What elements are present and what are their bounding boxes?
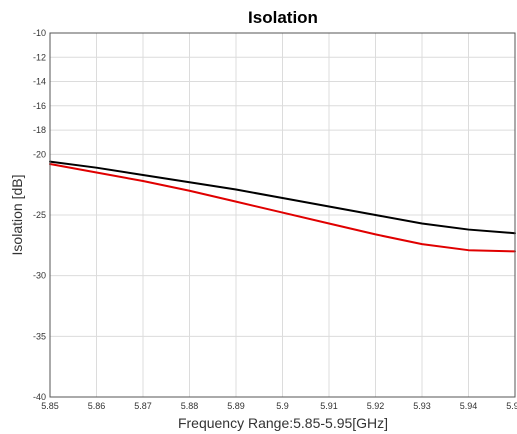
- chart-title: Isolation: [248, 8, 318, 27]
- x-axis-label: Frequency Range:5.85-5.95[GHz]: [178, 415, 388, 431]
- x-tick-label: 5.89: [227, 401, 245, 411]
- x-tick-label: 5.88: [181, 401, 199, 411]
- y-tick-label: -12: [33, 52, 46, 62]
- x-tick-label: 5.86: [88, 401, 106, 411]
- y-tick-label: -14: [33, 77, 46, 87]
- y-tick-label: -20: [33, 149, 46, 159]
- y-tick-label: -16: [33, 101, 46, 111]
- x-tick-label: 5.94: [460, 401, 478, 411]
- x-tick-label: 5.91: [320, 401, 338, 411]
- x-tick-label: 5.9: [276, 401, 289, 411]
- y-tick-label: -10: [33, 28, 46, 38]
- y-tick-label: -30: [33, 271, 46, 281]
- y-tick-label: -35: [33, 331, 46, 341]
- grid-lines: [49, 32, 516, 398]
- y-tick-label: -18: [33, 125, 46, 135]
- tick-labels: 5.85 5.86 5.87 5.88 5.89 5.9 5.91 5.92 5.93 5.94 5…: [33, 28, 517, 411]
- series-line-2: [49, 163, 516, 253]
- x-tick-label: 5.85: [41, 401, 59, 411]
- series-lines: [49, 160, 516, 253]
- y-tick-label: -25: [33, 210, 46, 220]
- x-tick-label: 5.87: [134, 401, 152, 411]
- plot-area-border: [49, 32, 516, 398]
- series-line-1: [49, 160, 516, 235]
- y-axis-label: Isolation [dB]: [9, 175, 25, 256]
- y-tick-label: -40: [33, 392, 46, 402]
- x-tick-label: 5.92: [367, 401, 385, 411]
- x-tick-label: 5.95: [506, 401, 517, 411]
- x-tick-label: 5.93: [413, 401, 431, 411]
